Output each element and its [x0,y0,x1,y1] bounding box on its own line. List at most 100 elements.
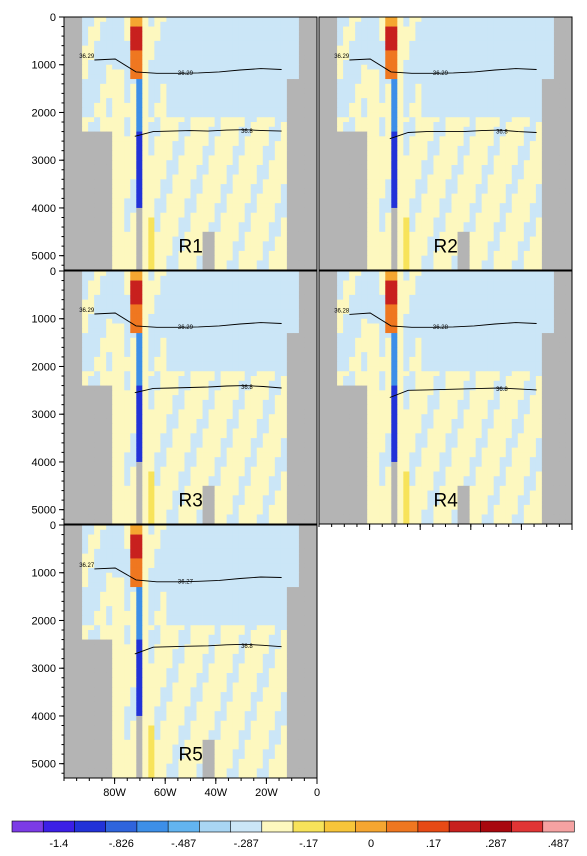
field-cell [493,141,501,147]
field-cell [100,275,107,281]
field-cell [469,83,477,89]
field-cell [214,246,222,252]
field-cell [154,17,161,23]
field-cell [439,131,446,137]
field-cell [64,198,71,204]
field-cell [124,198,131,204]
field-cell [268,236,276,242]
field-cell [355,136,362,142]
field-cell [64,145,71,152]
field-cell [238,222,246,228]
field-cell [142,222,149,228]
field-cell [559,93,567,99]
field-cell [535,193,543,199]
field-cell [112,17,119,23]
field-cell [415,74,422,80]
field-cell [481,40,489,47]
field-cell [154,323,161,329]
field-cell [487,193,495,199]
field-cell [112,265,119,271]
field-cell [553,36,561,42]
field-cell [160,136,167,142]
field-cell [166,45,173,51]
field-cell [337,217,344,223]
field-cell [280,318,288,324]
field-cell [88,309,95,315]
field-cell [232,222,240,228]
field-cell [214,74,222,80]
field-cell [100,203,107,209]
field-cell [184,88,191,94]
field-cell [421,93,428,99]
field-cell [190,88,197,94]
field-cell [379,150,386,156]
field-cell [331,112,338,118]
field-cell [232,265,240,271]
field-cell [142,155,149,161]
field-cell [184,164,191,171]
contour-line [134,129,282,137]
panel-frame [318,16,573,271]
field-cell [286,26,294,32]
field-cell [76,299,83,305]
field-cell [100,74,107,80]
field-cell [208,64,215,70]
field-cell [523,217,531,223]
field-cell [220,280,228,286]
field-cell [244,21,252,27]
field-cell [64,40,71,47]
field-cell [190,21,197,27]
field-cell [166,236,173,242]
field-cell [439,188,446,195]
field-cell [226,112,234,118]
field-cell [232,290,240,296]
field-cell [148,26,155,32]
field-cell [76,265,83,271]
field-cell [292,141,300,147]
field-cell [136,285,143,291]
field-cell [202,198,209,204]
field-cell [82,285,89,291]
field-cell [523,83,531,89]
field-cell [202,188,209,195]
field-cell [439,150,446,156]
field-cell [517,93,525,99]
field-cell [373,131,380,137]
field-cell [310,83,318,89]
field-cell [427,112,434,118]
field-cell [280,64,288,70]
field-cell [517,69,525,75]
field-cell [190,250,197,257]
field-cell [493,145,501,152]
field-cell [190,122,197,128]
field-cell [112,98,119,104]
field-cell [196,313,203,320]
field-cell [202,217,209,223]
field-cell [232,69,240,75]
field-cell [190,136,197,142]
field-cell [238,203,246,209]
field-cell [190,112,197,118]
field-cell [553,93,561,99]
field-cell [547,179,555,185]
field-cell [268,21,276,27]
field-cell [196,21,203,27]
field-cell [487,236,495,242]
field-cell [166,304,173,310]
field-cell [379,136,386,142]
field-cell [433,117,440,123]
field-cell [499,136,507,142]
field-cell [142,21,149,27]
field-cell [331,45,338,51]
field-cell [349,260,356,266]
field-cell [427,88,434,94]
field-cell [76,318,83,324]
field-cell [112,309,119,315]
field-cell [76,74,83,80]
field-cell [403,31,410,37]
field-cell [310,50,318,56]
field-cell [64,83,71,89]
field-cell [214,198,222,204]
field-cell [148,50,155,56]
field-cell [106,309,113,315]
